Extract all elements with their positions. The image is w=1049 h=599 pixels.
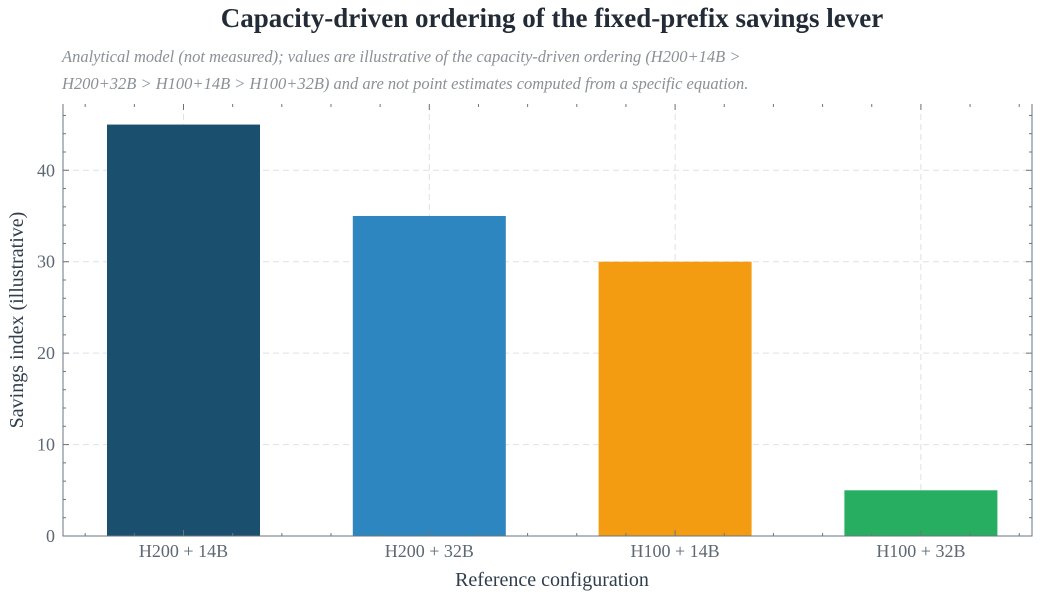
x-tick-label: H200 + 32B	[385, 541, 474, 561]
y-tick-label: 40	[37, 160, 55, 180]
axes-frame	[62, 104, 1033, 537]
bar	[598, 261, 752, 536]
y-tick-label: 30	[37, 252, 55, 272]
y-tick-label: 10	[37, 435, 55, 455]
y-tick-label: 20	[37, 343, 55, 363]
y-axis-label: Savings index (illustrative)	[6, 212, 28, 429]
y-tick-label: 0	[46, 526, 55, 546]
chart-subtitle-line-1: Analytical model (not measured); values …	[61, 47, 740, 66]
bars	[107, 124, 998, 537]
chart-title: Capacity-driven ordering of the fixed-pr…	[221, 3, 883, 33]
x-tick-label: H100 + 14B	[631, 541, 720, 561]
x-tick-label: H200 + 14B	[139, 541, 228, 561]
bar	[844, 490, 998, 536]
x-axis-label: Reference configuration	[455, 569, 649, 591]
bar	[107, 124, 260, 537]
axes: 0 10 20 30 40 H200 + 14B H200 + 32B H100 + 14B H…	[37, 104, 1033, 561]
chart-subtitle-line-2: H200+32B > H100+14B > H100+32B) and are …	[61, 74, 748, 93]
x-tick-label: H100 + 32B	[876, 541, 965, 561]
bar	[352, 216, 506, 536]
